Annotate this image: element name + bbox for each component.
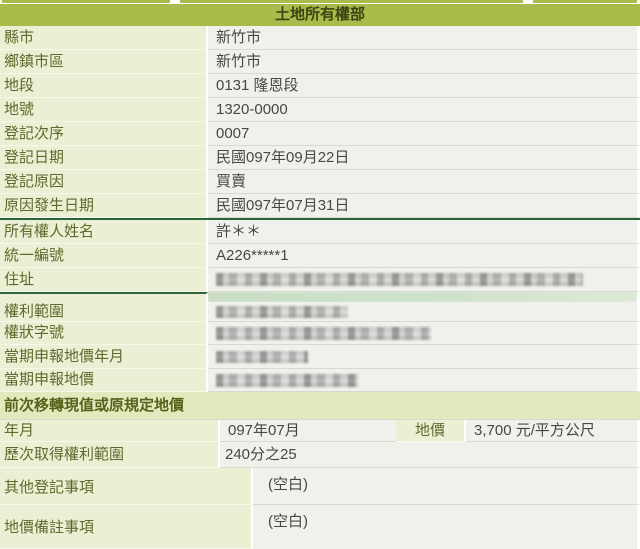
redacted-value: [216, 305, 348, 318]
row-label: 登記次序: [0, 122, 208, 146]
row-value: 新竹市: [208, 50, 640, 74]
row-value: 新竹市: [208, 26, 640, 50]
redacted-band-row: [0, 292, 640, 302]
top-clipped-row: [0, 0, 640, 4]
redacted-green-band: [208, 292, 640, 302]
redacted-value: [216, 326, 431, 340]
row-label: 當期申報地價: [0, 369, 208, 392]
row-label: 鄉鎮市區: [0, 50, 208, 74]
table-row-certificate-number: 權狀字號: [0, 322, 640, 345]
row-label-land-price: 地價: [396, 420, 466, 442]
row-label: 當期申報地價年月: [0, 345, 208, 369]
row-value: 許＊＊: [208, 220, 640, 244]
row-label: 登記原因: [0, 170, 208, 194]
row-value: A226*****1: [208, 244, 640, 268]
clipped-cell-fragment: [533, 0, 637, 3]
redacted-value: [216, 373, 358, 387]
table-row-id-number: 統一編號 A226*****1: [0, 244, 640, 268]
table-row-declared-value: 當期申報地價: [0, 369, 640, 392]
row-value-redacted: [208, 322, 640, 345]
row-value: 0131 隆恩段: [208, 74, 640, 98]
section-title-land-ownership: 土地所有權部: [0, 4, 640, 26]
clipped-cell-fragment: [180, 0, 523, 3]
row-value-redacted: [208, 302, 640, 322]
table-row-registration-date: 登記日期 民國097年09月22日: [0, 146, 640, 170]
row-label: 其他登記事項: [0, 468, 253, 505]
band-label-spacer: [0, 292, 208, 302]
row-value: 買賣: [208, 170, 640, 194]
table-row-declared-value-date: 當期申報地價年月: [0, 345, 640, 369]
row-value: 0007: [208, 122, 640, 146]
row-value: 1320-0000: [208, 98, 640, 122]
clipped-cell-fragment: [2, 0, 170, 3]
row-value: 民國097年07月31日: [208, 194, 640, 218]
table-row-county: 縣市 新竹市: [0, 26, 640, 50]
row-value: 民國097年09月22日: [208, 146, 640, 170]
table-row-rights-scope: 權利範圍: [0, 302, 640, 322]
table-row-land-price-note: 地價備註事項 (空白): [0, 505, 640, 549]
row-label: 地價備註事項: [0, 505, 253, 549]
row-value-land-price: 3,700 元/平方公尺: [466, 420, 640, 442]
table-row-registration-reason: 登記原因 買賣: [0, 170, 640, 194]
redacted-value: [216, 350, 308, 363]
row-value-redacted: [208, 268, 640, 292]
table-row-district: 鄉鎮市區 新竹市: [0, 50, 640, 74]
green-divider: [0, 218, 640, 220]
row-label: 地號: [0, 98, 208, 122]
row-label: 原因發生日期: [0, 194, 208, 218]
row-value: 097年07月: [220, 420, 396, 442]
row-label: 縣市: [0, 26, 208, 50]
table-row-year-month: 年月 097年07月 地價 3,700 元/平方公尺: [0, 420, 640, 442]
row-value: (空白): [253, 505, 640, 549]
row-label: 年月: [0, 420, 220, 442]
table-row-acquired-scope: 歷次取得權利範圍 240分之25: [0, 442, 640, 468]
row-value-redacted: [208, 369, 640, 392]
row-label: 權利範圍: [0, 302, 208, 322]
redacted-value: [216, 273, 583, 286]
row-label: 登記日期: [0, 146, 208, 170]
table-row-land-number: 地號 1320-0000: [0, 98, 640, 122]
table-row-address: 住址: [0, 268, 640, 292]
table-row-section: 地段 0131 隆恩段: [0, 74, 640, 98]
section-title-previous-value: 前次移轉現值或原規定地價: [0, 392, 640, 420]
row-value-redacted: [208, 345, 640, 369]
row-value: 240分之25: [220, 442, 640, 468]
row-label: 所有權人姓名: [0, 220, 208, 244]
table-row-other-registration: 其他登記事項 (空白): [0, 468, 640, 505]
table-row-reason-date: 原因發生日期 民國097年07月31日: [0, 194, 640, 218]
row-label: 地段: [0, 74, 208, 98]
table-row-owner-name: 所有權人姓名 許＊＊: [0, 220, 640, 244]
row-value: (空白): [253, 468, 640, 505]
row-label: 歷次取得權利範圍: [0, 442, 220, 468]
row-label: 統一編號: [0, 244, 208, 268]
row-label: 住址: [0, 268, 208, 292]
table-row-registration-order: 登記次序 0007: [0, 122, 640, 146]
row-label: 權狀字號: [0, 322, 208, 345]
